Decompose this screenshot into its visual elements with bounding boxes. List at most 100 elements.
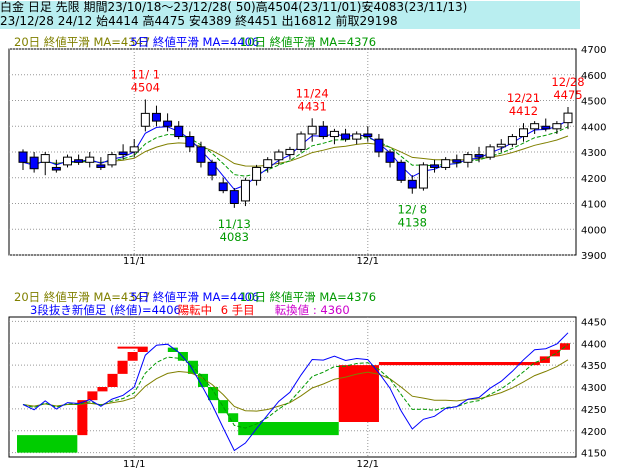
candle-38 xyxy=(441,157,451,171)
candle-body-49 xyxy=(563,112,573,124)
candle-14 xyxy=(174,121,184,140)
candle-8 xyxy=(107,152,117,168)
candle-3 xyxy=(51,159,61,173)
brick-5 xyxy=(117,360,128,374)
candle-body-46 xyxy=(530,123,540,130)
candle-body-37 xyxy=(430,164,440,168)
top-y-tick-4400: 4400 xyxy=(581,122,606,133)
top-legend-2: 10日 終値平滑 MA=4376 xyxy=(240,35,376,49)
candle-37 xyxy=(430,159,440,173)
candle-body-47 xyxy=(541,125,551,130)
candle-23 xyxy=(274,149,284,165)
candle-33 xyxy=(385,149,395,168)
bottom-ma10-line xyxy=(22,343,569,429)
candle-22 xyxy=(263,157,273,173)
candle-body-44 xyxy=(507,136,517,145)
brick-7 xyxy=(137,347,148,352)
candle-body-35 xyxy=(407,179,417,189)
candle-body-32 xyxy=(374,138,384,153)
candle-body-5 xyxy=(74,159,84,163)
bottom-ma20-line xyxy=(22,359,569,412)
candle-28 xyxy=(329,128,339,145)
candle-body-36 xyxy=(418,164,428,189)
candle-body-8 xyxy=(107,154,117,166)
candle-body-20 xyxy=(240,179,250,202)
brick-14 xyxy=(228,413,239,422)
candle-1 xyxy=(29,152,39,173)
candle-10 xyxy=(129,139,139,158)
top-y-tick-4600: 4600 xyxy=(581,71,606,82)
candle-6 xyxy=(85,152,95,168)
candle-body-39 xyxy=(452,159,462,163)
bottom-info-2: 6 手目 xyxy=(221,303,255,317)
candle-16 xyxy=(196,141,206,168)
bottom-y-tick-4450: 4450 xyxy=(581,317,606,328)
bottom-info-1: 陽転中 xyxy=(178,303,213,317)
brick-6 xyxy=(127,352,138,361)
candle-11 xyxy=(140,99,150,132)
chart-header-line1: 白金 日足 先限 期間23/10/18〜23/12/28( 50)高4504(2… xyxy=(0,1,580,15)
candle-34 xyxy=(396,159,406,183)
top-annotation-date-3: 12/ 8 xyxy=(398,203,427,217)
candle-48 xyxy=(552,121,562,134)
candle-12 xyxy=(151,105,161,127)
candle-20 xyxy=(240,177,250,207)
candle-44 xyxy=(507,133,517,147)
top-y-tick-4100: 4100 xyxy=(581,200,606,211)
candle-body-7 xyxy=(96,164,106,168)
bottom-y-tick-4200: 4200 xyxy=(581,427,606,438)
bottom-y-tick-4300: 4300 xyxy=(581,383,606,394)
candle-0 xyxy=(18,149,28,171)
candle-body-13 xyxy=(163,120,173,127)
top-annotation-value-0: 4504 xyxy=(131,80,160,94)
candle-15 xyxy=(185,131,195,152)
top-x-tick-1: 12/1 xyxy=(357,256,379,267)
top-y-tick-4000: 4000 xyxy=(581,225,606,236)
candle-41 xyxy=(474,146,484,163)
top-annotation-value-4: 4412 xyxy=(509,104,538,118)
candle-45 xyxy=(519,123,529,142)
top-y-tick-4200: 4200 xyxy=(581,174,606,185)
bottom-ma5-line xyxy=(22,332,569,452)
candle-body-27 xyxy=(318,125,328,138)
bottom-x-tick-0: 11/1 xyxy=(123,459,145,470)
brick-0 xyxy=(17,435,78,453)
candle-42 xyxy=(485,144,495,160)
candle-body-21 xyxy=(252,166,262,181)
candle-body-25 xyxy=(296,133,306,150)
bottom-legend-2: 10日 終値平滑 MA=4376 xyxy=(240,290,376,304)
brick-3 xyxy=(97,387,108,392)
candle-body-6 xyxy=(85,156,95,163)
candle-body-22 xyxy=(263,159,273,168)
candle-body-15 xyxy=(185,136,195,148)
brick-18 xyxy=(539,356,550,363)
candle-body-42 xyxy=(485,146,495,158)
candle-47 xyxy=(541,118,551,132)
brick-15 xyxy=(238,422,339,436)
candle-body-12 xyxy=(151,112,161,122)
candle-body-43 xyxy=(496,143,506,148)
candle-body-19 xyxy=(229,190,239,204)
top-legend-0: 20日 終値平滑 MA=4347 xyxy=(14,35,150,49)
candle-30 xyxy=(352,131,362,145)
brick-2 xyxy=(87,391,98,401)
candle-body-14 xyxy=(174,125,184,138)
candle-body-2 xyxy=(40,154,50,163)
candle-36 xyxy=(418,162,428,191)
candle-body-1 xyxy=(29,156,39,170)
top-annotation-date-0: 11/ 1 xyxy=(131,67,160,81)
brick-13 xyxy=(218,400,229,414)
candle-body-10 xyxy=(129,146,139,153)
candle-18 xyxy=(218,177,228,194)
candle-32 xyxy=(374,133,384,158)
bottom-y-tick-4350: 4350 xyxy=(581,361,606,372)
top-annotation-value-1: 4083 xyxy=(220,230,249,244)
bottom-y-tick-4400: 4400 xyxy=(581,339,606,350)
candle-body-18 xyxy=(218,182,228,192)
top-annotation-value-5: 4475 xyxy=(553,88,582,102)
bottom-y-tick-4250: 4250 xyxy=(581,405,606,416)
candle-body-31 xyxy=(363,133,373,138)
candle-body-30 xyxy=(352,133,362,140)
bottom-legend-0: 20日 終値平滑 MA=4347 xyxy=(14,290,150,304)
